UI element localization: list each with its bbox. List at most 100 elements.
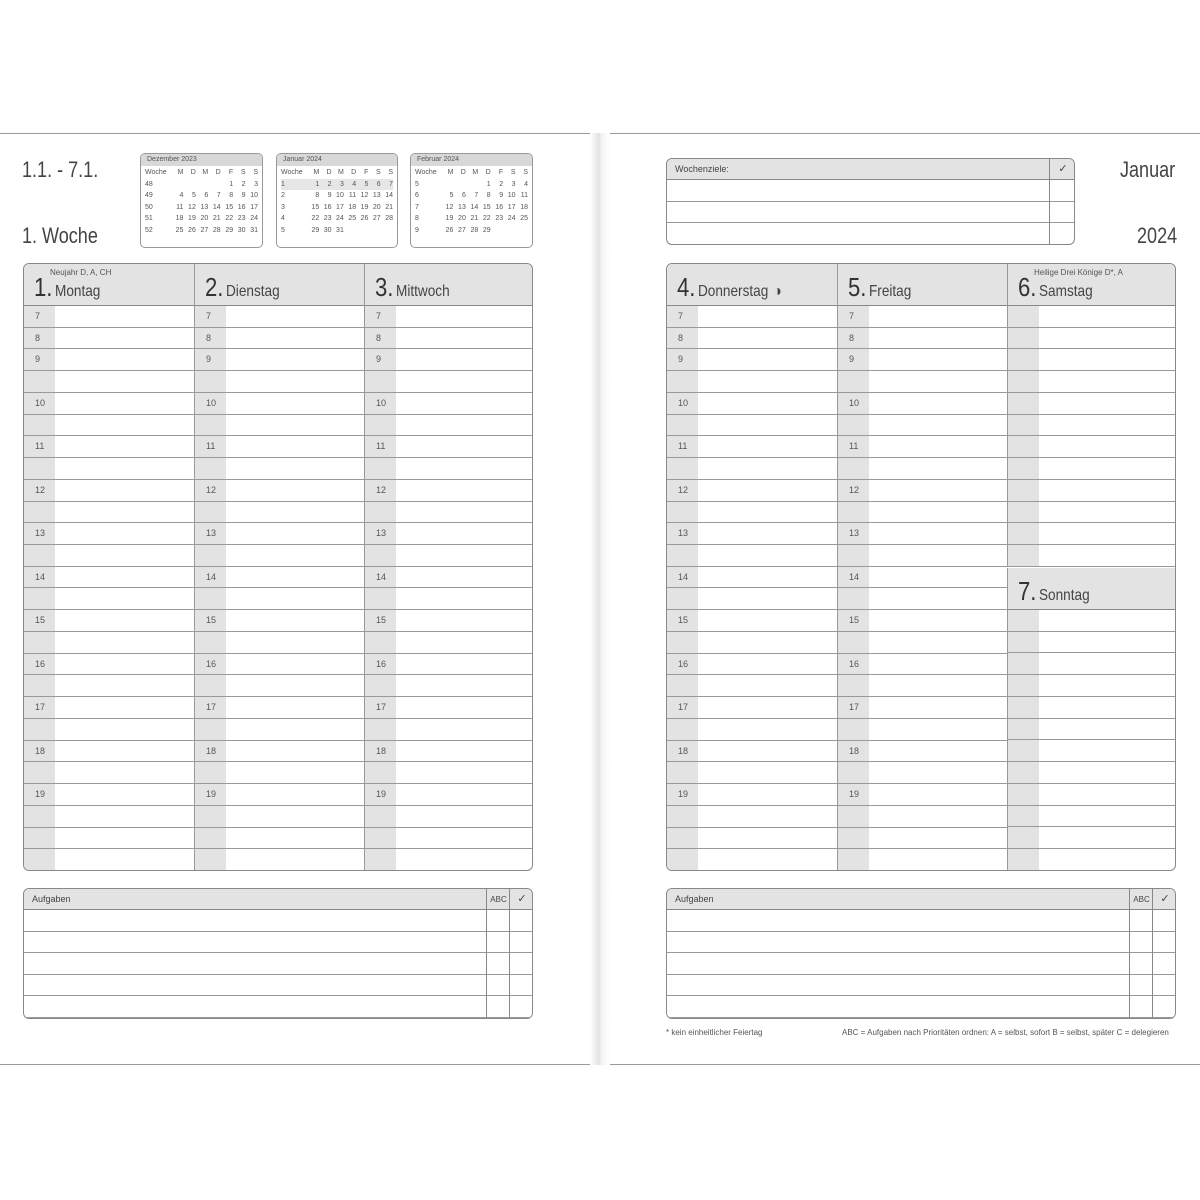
- time-slot[interactable]: [1008, 545, 1175, 567]
- time-slot[interactable]: 12: [667, 480, 837, 502]
- calendar-day[interactable]: 4: [524, 180, 528, 188]
- calendar-day[interactable]: 21: [212, 215, 221, 223]
- calendar-day[interactable]: 25: [348, 215, 357, 223]
- calendar-day[interactable]: 27: [372, 215, 381, 223]
- time-slot[interactable]: [365, 371, 532, 393]
- time-slot[interactable]: [24, 806, 194, 828]
- time-slot[interactable]: [1008, 480, 1175, 502]
- calendar-day[interactable]: 25: [175, 226, 184, 234]
- task-row[interactable]: [24, 932, 532, 954]
- task-row[interactable]: [667, 975, 1175, 997]
- calendar-day[interactable]: 16: [495, 203, 504, 211]
- calendar-day[interactable]: 23: [495, 215, 504, 223]
- calendar-day[interactable]: 2: [241, 180, 246, 188]
- time-slot[interactable]: [1008, 610, 1175, 632]
- time-slot[interactable]: 15: [838, 610, 1007, 632]
- time-slot[interactable]: [667, 632, 837, 654]
- calendar-day[interactable]: 19: [360, 203, 369, 211]
- time-slot[interactable]: [24, 588, 194, 611]
- calendar-day[interactable]: 15: [311, 203, 320, 211]
- time-slot[interactable]: [667, 719, 837, 741]
- time-slot[interactable]: [365, 675, 532, 698]
- time-slot[interactable]: [667, 806, 837, 828]
- calendar-day[interactable]: 5: [449, 192, 454, 200]
- time-slot[interactable]: [1008, 328, 1175, 350]
- calendar-day[interactable]: 7: [380, 178, 393, 190]
- time-slot[interactable]: 15: [195, 610, 364, 632]
- time-slot[interactable]: [1008, 523, 1175, 546]
- calendar-day[interactable]: 28: [470, 226, 479, 234]
- time-slot[interactable]: 11: [24, 436, 194, 459]
- time-slot[interactable]: [838, 502, 1007, 524]
- time-slot[interactable]: 15: [667, 610, 837, 632]
- time-slot[interactable]: 17: [24, 697, 194, 719]
- calendar-day[interactable]: 13: [200, 203, 209, 211]
- time-slot[interactable]: 10: [667, 393, 837, 415]
- time-slot[interactable]: [838, 415, 1007, 437]
- time-slot[interactable]: 13: [838, 523, 1007, 546]
- time-slot[interactable]: 14: [24, 567, 194, 589]
- time-slot[interactable]: [1008, 806, 1175, 828]
- time-slot[interactable]: 9: [838, 349, 1007, 372]
- time-slot[interactable]: [365, 545, 532, 567]
- day-header[interactable]: Neujahr D, A, CH 1. Montag: [24, 264, 194, 306]
- time-slot[interactable]: 16: [365, 654, 532, 676]
- calendar-day[interactable]: 9: [499, 192, 504, 200]
- calendar-day[interactable]: 28: [385, 215, 393, 223]
- calendar-day[interactable]: 12: [188, 203, 196, 211]
- calendar-day[interactable]: 11: [176, 203, 184, 211]
- time-slot[interactable]: 8: [838, 328, 1007, 350]
- time-slot[interactable]: 11: [667, 436, 837, 459]
- time-slot[interactable]: 7: [667, 306, 837, 328]
- task-row[interactable]: [24, 975, 532, 997]
- time-slot[interactable]: [24, 502, 194, 524]
- calendar-day[interactable]: 19: [445, 215, 454, 223]
- task-row[interactable]: [667, 953, 1175, 975]
- time-slot[interactable]: [1008, 436, 1175, 459]
- time-slot[interactable]: 19: [838, 784, 1007, 806]
- time-slot[interactable]: 10: [195, 393, 364, 415]
- calendar-day[interactable]: 24: [250, 215, 258, 223]
- time-slot[interactable]: 13: [195, 523, 364, 546]
- calendar-day[interactable]: 18: [175, 215, 184, 223]
- calendar-day[interactable]: 21: [470, 215, 479, 223]
- time-slot[interactable]: [838, 719, 1007, 741]
- time-slot[interactable]: [667, 415, 837, 437]
- time-slot[interactable]: 10: [838, 393, 1007, 415]
- calendar-day[interactable]: 9: [327, 192, 332, 200]
- time-slot[interactable]: [365, 415, 532, 437]
- time-slot[interactable]: [1008, 740, 1175, 763]
- time-slot[interactable]: [365, 458, 532, 480]
- time-slot[interactable]: 11: [195, 436, 364, 459]
- time-slot[interactable]: 18: [24, 741, 194, 763]
- calendar-day[interactable]: 4: [343, 178, 357, 190]
- time-slot[interactable]: 19: [24, 784, 194, 806]
- time-slot[interactable]: [1008, 632, 1175, 654]
- time-slot[interactable]: [1008, 697, 1175, 719]
- calendar-day[interactable]: 11: [348, 192, 357, 200]
- time-slot[interactable]: 12: [365, 480, 532, 502]
- day-header[interactable]: 5. Freitag: [838, 264, 1007, 306]
- calendar-day[interactable]: 17: [336, 203, 344, 211]
- time-slot[interactable]: 14: [195, 567, 364, 589]
- time-slot[interactable]: 19: [195, 784, 364, 806]
- time-slot[interactable]: 18: [838, 741, 1007, 763]
- time-slot[interactable]: [1008, 502, 1175, 524]
- time-slot[interactable]: [195, 632, 364, 654]
- calendar-day[interactable]: 5: [191, 192, 196, 200]
- time-slot[interactable]: [24, 675, 194, 698]
- time-slot[interactable]: [1008, 306, 1175, 328]
- time-slot[interactable]: [838, 632, 1007, 654]
- goal-row[interactable]: [667, 202, 1074, 224]
- calendar-day[interactable]: 24: [336, 215, 344, 223]
- calendar-day[interactable]: 31: [336, 226, 344, 234]
- time-slot[interactable]: [365, 632, 532, 654]
- time-slot[interactable]: 17: [667, 697, 837, 719]
- time-slot[interactable]: 7: [195, 306, 364, 328]
- time-slot[interactable]: 17: [365, 697, 532, 719]
- time-slot[interactable]: [365, 849, 532, 870]
- time-slot[interactable]: 12: [838, 480, 1007, 502]
- time-slot[interactable]: 16: [24, 654, 194, 676]
- calendar-day[interactable]: 29: [311, 226, 320, 234]
- time-slot[interactable]: 8: [195, 328, 364, 350]
